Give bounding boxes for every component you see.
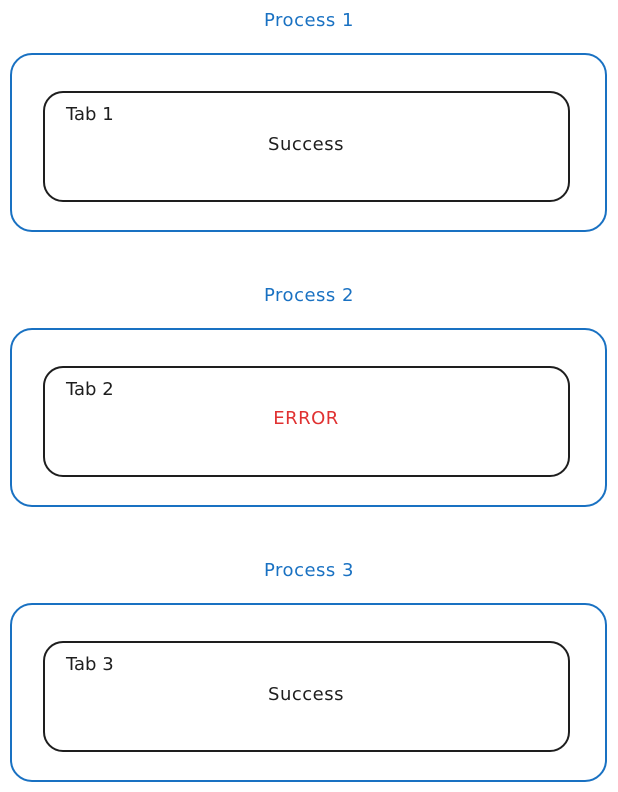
process-title-2: Process 2 [0, 285, 618, 307]
process-title-1: Process 1 [0, 10, 618, 32]
process-title-3: Process 3 [0, 560, 618, 582]
tab-label-2: Tab 2 [66, 379, 114, 401]
tab-label-1: Tab 1 [66, 104, 114, 126]
status-text-2: ERROR [0, 408, 612, 430]
status-text-1: Success [0, 134, 612, 156]
status-text-3: Success [0, 684, 612, 706]
tab-label-3: Tab 3 [66, 654, 114, 676]
